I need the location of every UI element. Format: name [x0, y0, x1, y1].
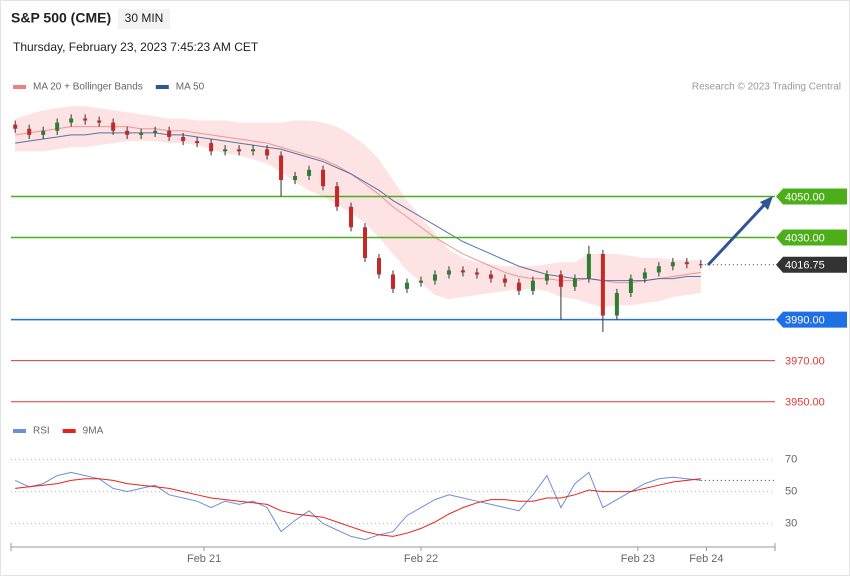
candle-body	[293, 175, 298, 181]
candle-body	[404, 282, 409, 289]
candle-body	[307, 169, 312, 176]
candle-body	[27, 128, 32, 135]
candle-body	[181, 136, 186, 142]
candle-body	[13, 124, 18, 129]
candle-body	[209, 143, 214, 152]
candle-body	[153, 130, 158, 133]
y-tick-label: 70	[785, 454, 797, 466]
y-tick-label: 50	[785, 486, 797, 498]
forecast-arrow	[706, 201, 768, 267]
candle-body	[125, 130, 130, 135]
level-tag	[776, 188, 847, 205]
x-tick-label: Feb 22	[404, 553, 438, 565]
legend-label: 9MA	[83, 426, 104, 437]
candle-body	[516, 282, 521, 291]
candle-body	[558, 274, 563, 287]
candle-body	[237, 149, 242, 152]
indicator-line	[14, 471, 701, 541]
level-label: 4030.00	[785, 232, 825, 244]
candle-body	[460, 270, 465, 273]
candle-body	[502, 278, 507, 283]
last-price-label: 4016.75	[785, 260, 825, 272]
candle-body	[628, 278, 633, 293]
level-label: 3950.00	[785, 397, 825, 409]
candle-body	[167, 130, 172, 137]
legend-swatch	[155, 85, 169, 89]
candle-body	[656, 266, 661, 273]
candle-body	[474, 272, 479, 275]
indicator-line	[15, 478, 701, 537]
candle-body	[586, 253, 591, 279]
candle-body	[69, 118, 74, 123]
title: S&P 500 (CME)	[11, 10, 111, 26]
level-label: 3990.00	[785, 315, 825, 327]
level-label: 3970.00	[785, 356, 825, 368]
candle-body	[698, 264, 703, 266]
candle-body	[684, 262, 689, 265]
candle-body	[363, 227, 368, 259]
candle-body	[195, 141, 200, 144]
candle-body	[600, 253, 605, 316]
candle-body	[391, 274, 395, 289]
candle-body	[530, 280, 535, 291]
candle-body	[251, 149, 256, 152]
candle-body	[55, 122, 60, 131]
candle-body	[111, 122, 116, 131]
candle-body	[377, 258, 382, 275]
candle-body	[279, 155, 284, 181]
y-tick-label: 30	[785, 518, 797, 530]
legend-label: RSI	[33, 426, 50, 437]
candle-body	[488, 274, 493, 279]
timestamp: Thursday, February 23, 2023 7:45:23 AM C…	[13, 40, 259, 54]
level-label: 4050.00	[785, 191, 825, 203]
candle-body	[614, 292, 619, 316]
candle-body	[321, 169, 326, 187]
candle-body	[432, 274, 437, 281]
candle-body	[83, 118, 88, 121]
last-price-tag	[776, 256, 847, 273]
bollinger-band	[15, 106, 701, 308]
candle-body	[335, 186, 340, 207]
candle-body	[544, 274, 549, 281]
interval-badge	[118, 9, 170, 29]
candle-body	[572, 278, 577, 287]
candle-body	[642, 272, 647, 279]
legend-label: MA 20 + Bollinger Bands	[33, 82, 143, 93]
legend-label: MA 50	[176, 82, 205, 93]
candle-body	[349, 206, 354, 228]
candle-body	[446, 270, 451, 275]
candle-body	[223, 149, 228, 152]
legend-swatch	[13, 429, 26, 433]
candle-body	[670, 262, 675, 267]
credit: Research © 2023 Trading Central	[692, 82, 841, 93]
candle-body	[265, 149, 270, 156]
candle-body	[139, 132, 144, 135]
candle-body	[418, 280, 423, 283]
level-tag	[776, 311, 847, 328]
x-tick-label: Feb 24	[689, 553, 723, 565]
forecast-arrowhead	[760, 196, 773, 210]
legend-swatch	[62, 429, 76, 433]
x-tick-label: Feb 21	[187, 553, 221, 565]
interval: 30 MIN	[125, 11, 164, 25]
x-tick-label: Feb 23	[621, 553, 655, 565]
level-tag	[776, 229, 847, 246]
candle-body	[41, 130, 46, 135]
candle-body	[97, 120, 102, 123]
legend-swatch	[13, 85, 26, 89]
moving-average	[15, 132, 701, 282]
